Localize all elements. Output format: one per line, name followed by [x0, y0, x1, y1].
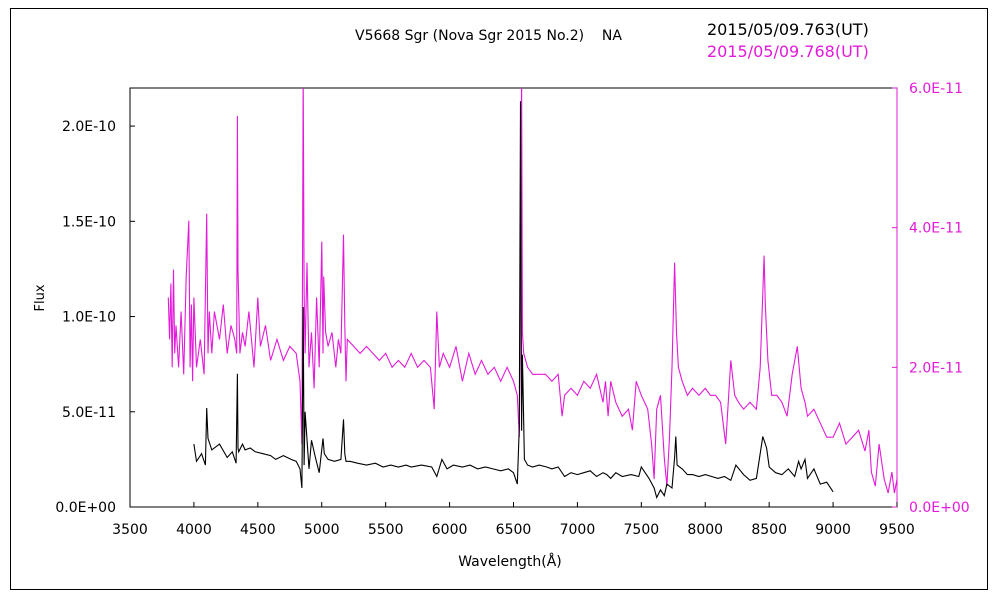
x-tick-label-9000: 9000: [815, 522, 851, 538]
y-right-tick-label: 4.0E-11: [909, 221, 963, 237]
x-tick-label-4000: 4000: [176, 522, 212, 538]
series-line-magenta: [167, 88, 897, 494]
y-left-tick-label: 1.5E-10: [62, 214, 116, 230]
y-left-tick-label: 1.0E-10: [62, 310, 116, 326]
y-right-tick-label: 0.0E+00: [909, 500, 970, 516]
chart-frame: [10, 8, 988, 590]
y-left-tick-label: 2.0E-10: [62, 119, 116, 135]
legend-date-black: 2015/05/09.763(UT): [707, 20, 869, 39]
x-tick-label-5500: 5500: [368, 522, 404, 538]
x-tick-label-3500: 3500: [112, 522, 148, 538]
y-left-tick-label: 5.0E-11: [62, 405, 116, 421]
legend-date-magenta: 2015/05/09.768(UT): [707, 42, 869, 61]
x-tick-label-6500: 6500: [496, 522, 532, 538]
x-tick-label-7500: 7500: [624, 522, 660, 538]
series-group: [167, 88, 897, 500]
series-line-black: [193, 101, 834, 500]
x-tick-label-8000: 8000: [687, 522, 723, 538]
plot-area-border: [129, 87, 898, 508]
x-tick-label-6000: 6000: [432, 522, 468, 538]
y-axis-label: Flux: [33, 284, 48, 311]
x-axis-label: Wavelength(Å): [458, 553, 562, 570]
axes-group: 3500 4000 4500 5000 5500 6000 6500 7000 7500 8000…: [55, 81, 969, 538]
x-tick-label-7000: 7000: [560, 522, 596, 538]
x-tick-label-8500: 8500: [751, 522, 787, 538]
chart-title: V5668 Sgr (Nova Sgr 2015 No.2) NA: [355, 28, 622, 44]
x-tick-label-4500: 4500: [240, 522, 276, 538]
y-right-tick-label: 2.0E-11: [909, 360, 963, 376]
x-tick-label-9500: 9500: [879, 522, 915, 538]
y-right-tick-label: 6.0E-11: [909, 81, 963, 97]
x-tick-label-5000: 5000: [304, 522, 340, 538]
y-left-tick-label: 0.0E+00: [55, 500, 116, 516]
